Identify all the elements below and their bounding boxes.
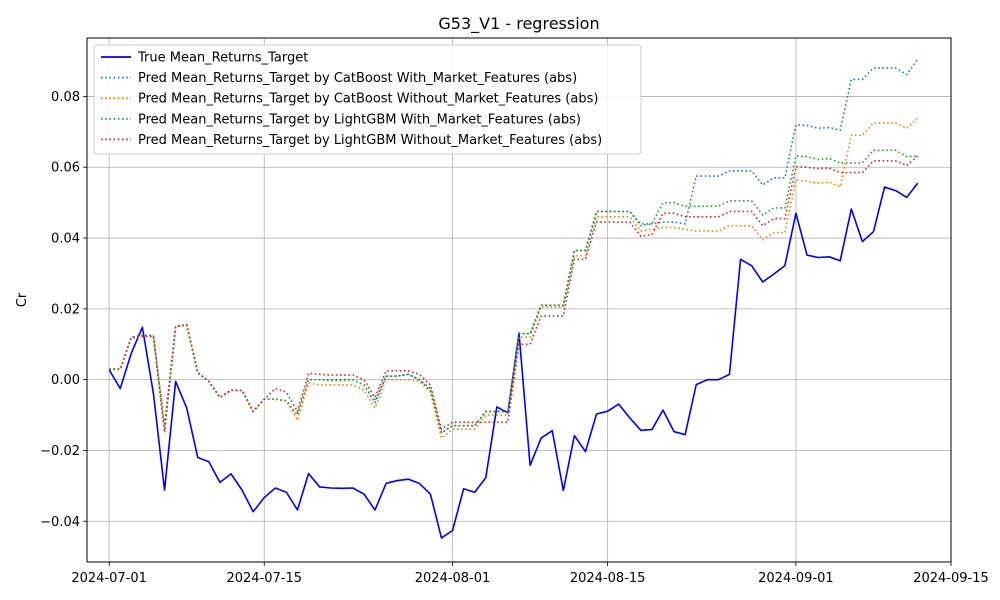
series-line-2 <box>109 58 919 434</box>
plot-frame <box>86 37 952 563</box>
chart-title: G53_V1 - regression <box>438 14 599 34</box>
x-tick-label: 2024-07-01 <box>71 571 147 586</box>
legend-entry: Pred Mean_Returns_Target by LightGBM Wit… <box>138 112 581 127</box>
y-tick-label: 0.00 <box>51 373 80 388</box>
legend-entry: True Mean_Returns_Target <box>137 51 308 66</box>
legend-box <box>93 44 642 155</box>
legend-entry: Pred Mean_Returns_Target by LightGBM Wit… <box>138 133 602 148</box>
x-tick-label: 2024-09-01 <box>758 571 834 586</box>
series-line-1 <box>108 182 919 539</box>
y-axis-label: Cr <box>15 292 30 307</box>
y-tick-label: 0.08 <box>51 90 80 105</box>
x-tick-label: 2024-08-15 <box>570 571 646 586</box>
x-tick-label: 2024-09-15 <box>913 571 989 586</box>
series-lines <box>108 58 919 539</box>
legend: True Mean_Returns_Target Pred Mean_Return… <box>93 44 642 155</box>
legend-entry: Pred Mean_Returns_Target by CatBoost Wit… <box>138 71 577 86</box>
axis-ticks: 2024-07-01 2024-07-15 2024-08-01 2024-08-15… <box>40 90 989 586</box>
legend-entry: Pred Mean_Returns_Target by CatBoost Wit… <box>138 92 598 107</box>
x-tick-label: 2024-08-01 <box>415 571 491 586</box>
y-tick-label: 0.06 <box>51 161 80 176</box>
y-tick-label: 0.04 <box>51 232 80 247</box>
x-tick-label: 2024-07-15 <box>226 571 302 586</box>
y-tick-label: 0.02 <box>51 302 80 317</box>
y-tick-label: −0.02 <box>40 444 80 459</box>
y-tick-label: −0.04 <box>40 515 80 530</box>
